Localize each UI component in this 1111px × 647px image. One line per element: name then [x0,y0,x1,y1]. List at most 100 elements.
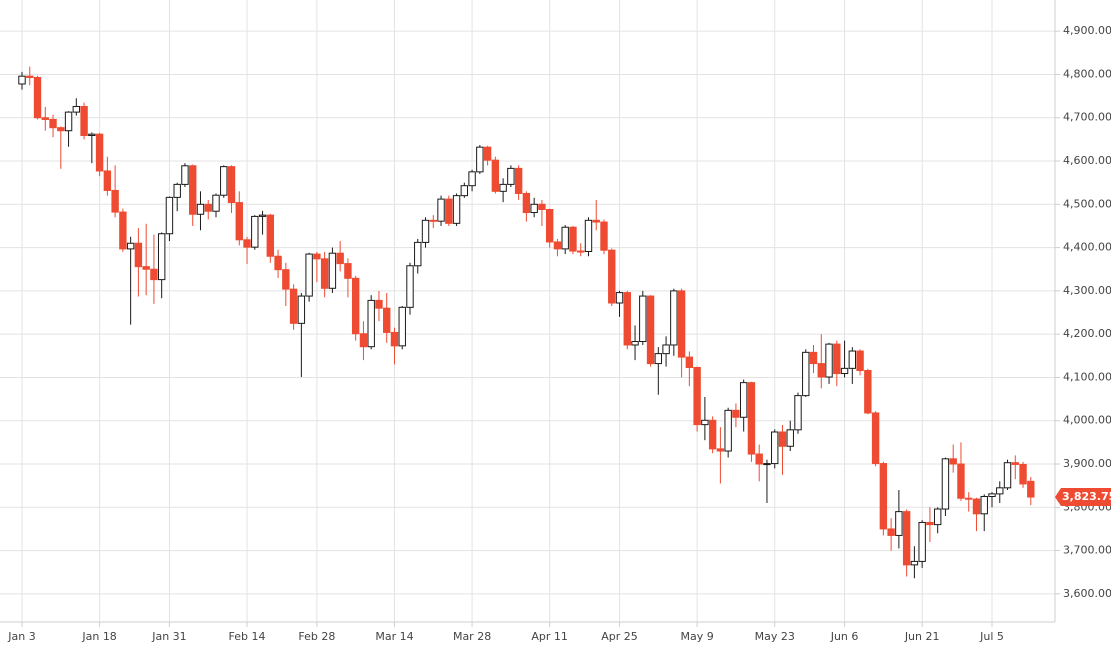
candle-body [491,159,500,192]
candle-body [88,133,96,136]
candle-body [747,382,756,455]
candle-body [383,307,391,333]
candle-body [507,167,515,185]
candle-body [297,295,306,324]
candle-body [561,226,569,250]
candle-body [80,105,88,136]
candle-body [615,292,624,304]
candle-body [390,331,399,347]
candle-body [592,219,600,223]
candle-body [305,253,313,297]
candle-body [375,299,383,309]
candle-body [538,203,546,210]
candle-body [111,189,119,213]
candle-body [41,117,49,120]
x-tick-label: Jun 21 [904,630,940,643]
candle-body [623,292,631,346]
candle-body [701,419,709,426]
candle-body [204,203,212,212]
x-tick-label: Mar 14 [375,630,413,643]
last-price-label: 3,823.75 [1062,490,1111,503]
candle-body [220,166,228,196]
candle-body [864,370,872,414]
candle-body [251,215,259,248]
candle-body [258,214,267,217]
y-tick-label: 4,600.00 [1063,154,1111,167]
candle-body [103,170,112,191]
candle-body [693,366,701,426]
candle-body [406,265,414,308]
y-tick-label: 4,900.00 [1063,24,1111,37]
candle-body [1019,463,1027,485]
candle-body [755,453,763,465]
candle-body [212,194,220,212]
candle-body [328,252,337,289]
candle-body [18,75,26,85]
x-tick-label: Feb 14 [229,630,266,643]
candle-body [957,463,965,499]
candle-body [359,333,368,348]
candle-body [933,508,942,526]
y-tick-label: 4,300.00 [1063,284,1111,297]
y-tick-label: 4,100.00 [1063,370,1111,383]
candle-body [468,171,476,187]
y-tick-label: 4,000.00 [1063,414,1111,427]
y-tick-label: 4,400.00 [1063,241,1111,254]
candle-body [181,165,189,185]
candle-body [429,219,437,222]
candle-body [848,350,857,369]
candle-body [243,239,251,248]
candle-body [763,463,771,466]
candle-body [879,463,888,530]
candle-body [685,356,694,368]
candle-body [802,351,810,397]
candle-body [677,290,686,358]
candle-body [414,241,422,267]
candle-body [670,290,678,346]
candle-body [282,269,290,290]
candle-body [972,498,981,515]
candle-body [732,409,740,418]
candle-body [266,214,275,257]
x-tick-label: May 9 [680,630,713,643]
candle-body [33,76,42,119]
candle-body [173,183,181,198]
y-tick-label: 4,200.00 [1063,327,1111,340]
candle-body [716,448,725,452]
candle-body [196,203,205,215]
candle-body [553,241,562,250]
candle-body [778,431,787,447]
candle-body [739,382,748,418]
y-tick-label: 4,700.00 [1063,111,1111,124]
candle-body [437,198,445,222]
candle-body [996,487,1004,495]
candle-body [584,219,593,252]
candle-body [1027,480,1035,498]
candle-body [1011,462,1019,465]
candle-body [794,395,802,431]
last-price-tag [1055,488,1111,507]
candle-body [452,195,461,224]
candle-body [902,511,911,566]
candle-body [165,196,174,235]
x-tick-label: Jan 3 [7,630,35,643]
candle-body [949,458,957,465]
candle-body [445,198,453,224]
candle-body [910,560,919,566]
y-tick-label: 3,700.00 [1063,544,1111,557]
candle-body [786,429,794,447]
candle-body [134,242,143,268]
candle-body [871,412,880,465]
x-tick-label: Mar 28 [453,630,491,643]
candle-body [631,341,639,346]
candle-body [351,277,360,335]
candle-body [367,299,375,348]
candle-body [499,183,507,192]
candle-body [313,253,321,260]
candle-body [398,306,406,347]
candle-body [887,528,895,536]
candle-body [150,268,158,281]
y-tick-label: 3,900.00 [1063,457,1111,470]
candle-body [724,409,732,452]
